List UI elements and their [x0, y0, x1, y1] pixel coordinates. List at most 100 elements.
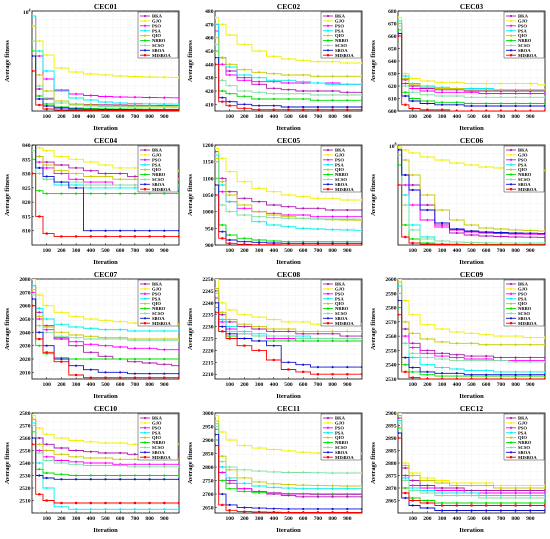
y-tick-label: 2020: [19, 357, 30, 363]
data-point-misboa: [177, 376, 179, 379]
data-point-bka: [485, 489, 488, 492]
data-point-misboa: [529, 504, 532, 507]
data-point-misboa: [75, 235, 78, 238]
data-point-qio: [345, 329, 349, 333]
y-tick-label: 2235: [202, 313, 213, 319]
legend-label-scso: SCSO: [152, 445, 164, 450]
legend-label-qio: QIO: [152, 301, 161, 306]
x-tick-label: 400: [453, 516, 462, 522]
data-point-nrbo: [89, 357, 92, 361]
data-point-scso: [32, 424, 34, 427]
data-point-misboa: [441, 377, 444, 379]
data-point-scso: [272, 470, 276, 474]
series-line-psa: [32, 15, 179, 105]
data-point-psa: [215, 22, 217, 26]
x-tick-label: 900: [526, 516, 535, 522]
data-point-misboa: [316, 243, 319, 245]
data-point-gjo: [177, 322, 179, 326]
data-point-gjo: [74, 314, 78, 318]
legend-label-misboa: MISBOA: [335, 321, 354, 326]
data-point-sboa: [404, 496, 407, 500]
data-point-qio: [398, 414, 400, 417]
series-line-bka: [32, 285, 179, 367]
x-tick-label: 200: [57, 516, 66, 522]
legend-label-nrbo: NRBO: [518, 38, 532, 43]
legend-label-bka: BKA: [518, 148, 529, 153]
data-point-sboa: [404, 173, 407, 177]
data-point-nrbo: [119, 357, 122, 361]
x-tick-label: 500: [101, 114, 110, 120]
legend-label-psa: PSA: [152, 28, 161, 33]
data-point-bka: [455, 353, 458, 356]
data-point-misboa: [302, 370, 305, 373]
legend-label-misboa: MISBOA: [152, 455, 171, 460]
data-point-psa: [301, 226, 305, 230]
legend-label-pso: PSO: [335, 157, 344, 162]
data-point-bka: [272, 87, 275, 90]
x-tick-label: 400: [87, 114, 96, 120]
data-point-psa: [360, 487, 362, 491]
data-point-nrbo: [426, 373, 429, 376]
data-point-nrbo: [514, 102, 517, 105]
legend-label-gjo: GJO: [335, 19, 345, 24]
chart-cec04: CEC04 100 200 300 400 500 600 700 800 900 810 815 82…: [4, 136, 180, 266]
data-point-scso: [60, 334, 63, 338]
legend-label-scso: SCSO: [335, 43, 347, 48]
data-point-pso: [440, 90, 444, 94]
data-point-sboa: [426, 370, 429, 373]
data-point-qio: [426, 193, 429, 197]
data-point-qio: [316, 484, 320, 487]
x-tick-label: 700: [497, 382, 506, 388]
x-tick-label: 800: [145, 382, 154, 388]
data-point-misboa: [272, 243, 275, 245]
data-point-qio: [543, 88, 545, 92]
data-point-bka: [404, 466, 407, 470]
x-tick-label: 100: [43, 382, 52, 388]
data-point-misboa: [272, 511, 275, 513]
data-point-misboa: [221, 330, 224, 333]
legend-label-qio: QIO: [518, 435, 527, 440]
x-axis-label: Iteration: [276, 125, 301, 132]
x-tick-label: 200: [240, 114, 249, 120]
data-point-pso: [426, 351, 429, 355]
data-point-nrbo: [75, 474, 78, 477]
data-point-qio: [411, 83, 415, 87]
data-point-pso: [528, 92, 532, 95]
data-point-psa: [215, 291, 217, 295]
data-point-nrbo: [177, 474, 179, 477]
x-tick-label: 800: [328, 114, 337, 120]
x-tick-label: 400: [453, 248, 462, 254]
data-point-nrbo: [148, 192, 151, 195]
series-line-misboa: [32, 173, 179, 237]
y-tick-label: 2875: [385, 474, 396, 480]
data-point-scso: [316, 471, 320, 475]
data-point-psa: [426, 235, 429, 239]
x-tick-label: 600: [482, 516, 491, 522]
data-point-psa: [89, 326, 93, 330]
data-point-nrbo: [221, 89, 224, 93]
x-tick-label: 300: [72, 248, 81, 254]
data-point-misboa: [163, 109, 166, 111]
data-point-misboa: [346, 243, 349, 245]
x-tick-label: 200: [57, 248, 66, 254]
legend-label-misboa: MISBOA: [335, 53, 354, 58]
x-tick-label: 100: [226, 382, 235, 388]
data-point-misboa: [455, 243, 458, 245]
data-point-scso: [345, 337, 349, 340]
data-point-scso: [440, 357, 444, 361]
data-point-sboa: [287, 105, 290, 109]
data-point-scso: [177, 465, 179, 469]
data-point-misboa: [455, 377, 458, 379]
legend-label-pso: PSO: [152, 157, 161, 162]
x-tick-label: 800: [511, 382, 520, 388]
data-point-qio: [37, 314, 41, 318]
data-point-gjo: [360, 198, 362, 202]
chart-cec11: CEC11 100 200 300 400 500 600 700 800 900 2650 2700…: [187, 404, 363, 534]
data-point-psa: [32, 284, 34, 288]
y-tick-label: 2580: [385, 306, 396, 312]
data-point-qio: [89, 334, 93, 338]
data-point-sboa: [60, 357, 63, 361]
data-point-nrbo: [404, 363, 407, 366]
series-line-misboa: [398, 314, 545, 379]
